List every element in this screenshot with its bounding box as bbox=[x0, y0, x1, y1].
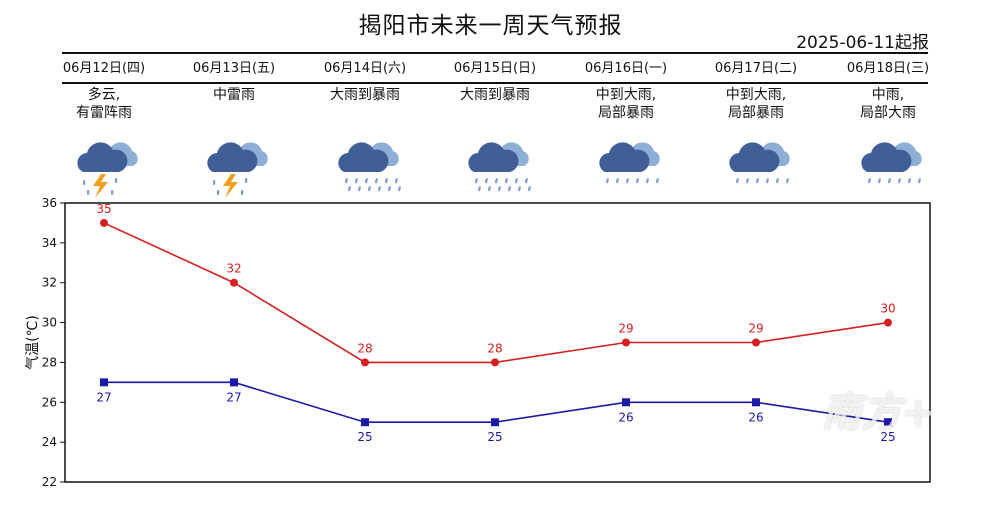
thunder-rain-icon bbox=[207, 142, 268, 198]
forecast-date: 06月12日(四) bbox=[62, 61, 146, 76]
high-temperature-point bbox=[491, 358, 499, 367]
header-divider-bottom bbox=[62, 82, 928, 84]
forecast-day: 06月14日(六) 大雨到暴雨 bbox=[300, 52, 430, 202]
high-temperature-point bbox=[230, 278, 238, 287]
forecast-weather-text: 大雨到暴雨 bbox=[460, 87, 530, 103]
forecast-date: 06月13日(五) bbox=[192, 61, 276, 76]
forecast-weather-text: 中到大雨, 局部暴雨 bbox=[725, 87, 787, 121]
high-temperature-label: 30 bbox=[880, 302, 895, 316]
rain-icon bbox=[861, 142, 922, 184]
issue-date: 2025-06-11起报 bbox=[796, 33, 929, 53]
low-temperature-point bbox=[491, 418, 499, 427]
forecast-weather-text: 多云, 有雷阵雨 bbox=[76, 87, 132, 121]
high-temperature-point bbox=[100, 218, 108, 227]
low-temperature-label: 27 bbox=[96, 390, 111, 404]
y-tick-label: 34 bbox=[42, 236, 57, 250]
forecast-day: 06月16日(一) 中到大雨, 局部暴雨 bbox=[561, 52, 691, 202]
high-temperature-label: 28 bbox=[487, 341, 502, 355]
low-temperature-point bbox=[361, 418, 369, 427]
forecast-day: 06月15日(日) 大雨到暴雨 bbox=[430, 52, 560, 202]
high-temperature-point bbox=[361, 358, 369, 367]
forecast-date: 06月15日(日) bbox=[453, 61, 537, 76]
forecast-date: 06月17日(二) bbox=[714, 61, 798, 76]
forecast-weather-text: 中雨, 局部大雨 bbox=[860, 87, 916, 121]
page-title: 揭阳市未来一周天气预报 bbox=[358, 13, 623, 39]
high-temperature-point bbox=[884, 318, 892, 327]
high-temperature-label: 29 bbox=[618, 322, 633, 336]
forecast-day-row: 06月12日(四) 多云, 有雷阵雨 06月13日(五) 中雷雨 06月14日(六) 大雨… bbox=[40, 52, 950, 202]
rain-icon bbox=[729, 142, 790, 184]
y-tick-label: 28 bbox=[42, 355, 57, 369]
high-temperature-point bbox=[622, 338, 630, 347]
low-temperature-point bbox=[100, 378, 108, 387]
forecast-date: 06月14日(六) bbox=[323, 61, 407, 76]
forecast-weather-text: 中雷雨 bbox=[213, 87, 255, 103]
plot-frame bbox=[64, 202, 931, 483]
forecast-day: 06月12日(四) 多云, 有雷阵雨 bbox=[39, 52, 169, 202]
header-divider-top bbox=[62, 52, 928, 54]
high-temperature-label: 32 bbox=[226, 262, 241, 276]
low-temperature-label: 25 bbox=[487, 430, 502, 444]
high-temperature-label: 29 bbox=[748, 322, 763, 336]
low-temperature-label: 26 bbox=[748, 410, 763, 424]
y-tick-label: 22 bbox=[42, 475, 57, 489]
low-temperature-label: 25 bbox=[880, 430, 895, 444]
forecast-weather-text: 大雨到暴雨 bbox=[330, 87, 400, 103]
forecast-day: 06月13日(五) 中雷雨 bbox=[169, 52, 299, 202]
low-temperature-point bbox=[752, 398, 760, 407]
forecast-day: 06月17日(二) 中到大雨, 局部暴雨 bbox=[691, 52, 821, 202]
y-tick-label: 26 bbox=[42, 395, 57, 409]
low-temperature-label: 27 bbox=[226, 390, 241, 404]
heavy-rain-icon bbox=[338, 142, 401, 192]
forecast-day: 06月18日(三) 中雨, 局部大雨 bbox=[823, 52, 953, 202]
y-axis-label: 气温(℃) bbox=[25, 315, 41, 370]
high-temperature-point bbox=[752, 338, 760, 347]
low-temperature-label: 26 bbox=[618, 410, 633, 424]
y-tick-label: 30 bbox=[42, 316, 57, 330]
low-temperature-point bbox=[622, 398, 630, 407]
heavy-rain-icon bbox=[468, 142, 531, 192]
y-tick-label: 36 bbox=[42, 196, 57, 210]
rain-icon bbox=[599, 142, 660, 184]
low-temperature-label: 25 bbox=[357, 430, 372, 444]
low-temperature-line bbox=[104, 381, 889, 424]
thunder-rain-icon bbox=[77, 142, 138, 198]
forecast-date: 06月18日(三) bbox=[846, 61, 930, 76]
high-temperature-label: 28 bbox=[357, 341, 372, 355]
low-temperature-point bbox=[884, 418, 892, 427]
forecast-weather-text: 中到大雨, 局部暴雨 bbox=[595, 87, 657, 121]
y-tick-label: 32 bbox=[42, 276, 57, 290]
high-temperature-label: 35 bbox=[96, 202, 111, 216]
watermark-logo: 南方+ bbox=[821, 390, 935, 436]
y-tick-label: 24 bbox=[42, 435, 57, 449]
low-temperature-point bbox=[230, 378, 238, 387]
forecast-date: 06月16日(一) bbox=[584, 61, 668, 76]
